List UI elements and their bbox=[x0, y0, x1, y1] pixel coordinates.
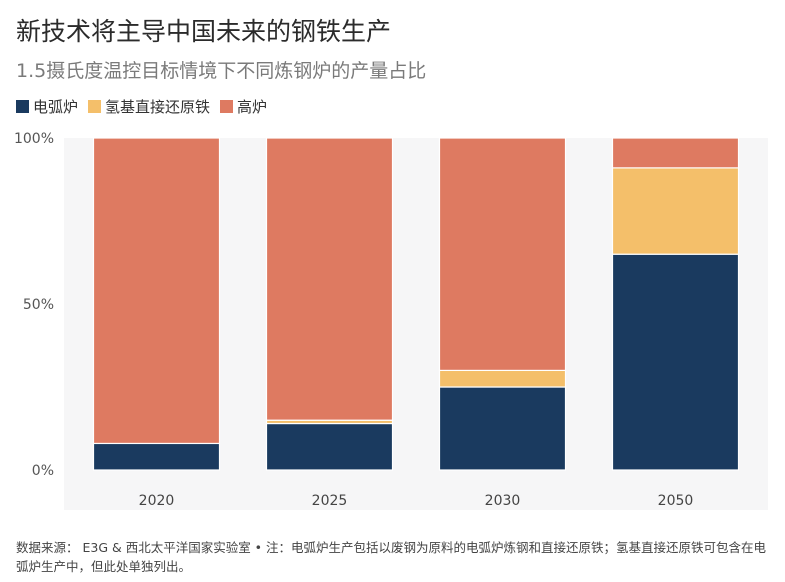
x-tick-label: 2030 bbox=[485, 493, 521, 509]
bar-segment-2020-电弧炉 bbox=[92, 442, 221, 471]
chart-subtitle: 1.5摄氏度温控目标情境下不同炼钢炉的产量占比 bbox=[16, 60, 427, 82]
x-tick-label: 2050 bbox=[658, 493, 694, 509]
bar-segment-2030-氢基直接还原铁 bbox=[438, 369, 567, 388]
legend-label-bf: 高炉 bbox=[237, 98, 268, 116]
bar-segment-2050-氢基直接还原铁 bbox=[611, 167, 740, 255]
y-tick-label: 100% bbox=[14, 131, 54, 147]
legend-swatch-hdri bbox=[88, 100, 102, 113]
legend-label-eaf: 电弧炉 bbox=[33, 98, 79, 116]
bar-segment-2030-电弧炉 bbox=[438, 386, 567, 471]
x-tick-label: 2020 bbox=[139, 493, 175, 509]
chart-title: 新技术将主导中国未来的钢铁生产 bbox=[16, 17, 392, 46]
bar-segment-2050-高炉 bbox=[611, 137, 740, 169]
x-tick-label: 2025 bbox=[312, 493, 348, 509]
bar-segment-2030-高炉 bbox=[438, 137, 567, 371]
y-tick-label: 50% bbox=[23, 297, 54, 313]
legend-item-bf: 高炉 bbox=[220, 96, 267, 117]
legend-item-hdri: 氢基直接还原铁 bbox=[88, 96, 210, 117]
bar-segment-2025-高炉 bbox=[265, 137, 394, 421]
legend-label-hdri: 氢基直接还原铁 bbox=[105, 98, 211, 116]
bar-segment-2050-电弧炉 bbox=[611, 253, 740, 471]
legend: 电弧炉 氢基直接还原铁 高炉 bbox=[16, 96, 267, 117]
chart-footnote: 数据来源： E3G & 西北太平洋国家实验室 • 注：电弧炉生产包括以废钢为原料… bbox=[16, 540, 767, 574]
stacked-bar-chart: 0% 50% 100% 2020 2025 2030 2050 bbox=[14, 131, 768, 510]
legend-swatch-eaf bbox=[16, 100, 29, 113]
legend-swatch-bf bbox=[220, 100, 234, 113]
y-tick-label: 0% bbox=[32, 463, 54, 479]
bar-segment-2020-高炉 bbox=[92, 137, 221, 445]
bar-segment-2025-电弧炉 bbox=[265, 422, 394, 471]
legend-item-eaf: 电弧炉 bbox=[16, 96, 78, 117]
